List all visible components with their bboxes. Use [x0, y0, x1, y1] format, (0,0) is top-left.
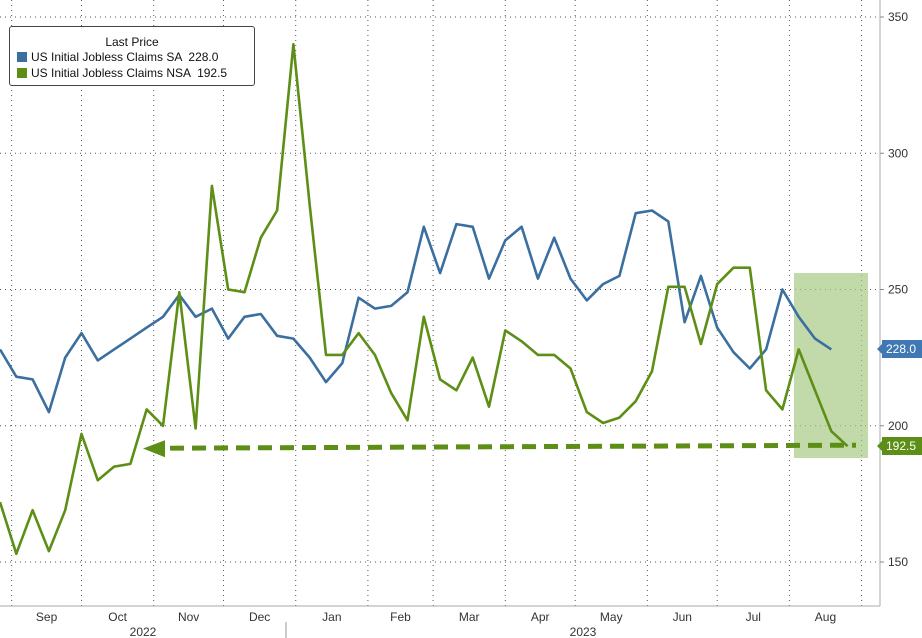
reference-arrow-head [143, 440, 165, 458]
x-tick-label: Feb [390, 610, 411, 624]
y-tick-label: 200 [888, 419, 908, 433]
legend-name-nsa: US Initial Jobless Claims NSA [31, 66, 192, 80]
x-tick-label: Jul [746, 610, 761, 624]
x-tick-label: Nov [178, 610, 199, 624]
legend-name-sa: US Initial Jobless Claims SA [31, 50, 183, 64]
y-tick-label: 250 [888, 283, 908, 297]
legend-item-nsa: US Initial Jobless Claims NSA 192.5 [10, 65, 254, 81]
year-label-2023: 2023 [570, 625, 597, 638]
year-label-2022: 2022 [130, 625, 157, 638]
grid [0, 0, 880, 606]
x-tick-label: Sep [36, 610, 58, 624]
x-tick-label: Jun [673, 610, 692, 624]
legend-swatch-nsa [17, 68, 27, 78]
x-tick-label: Dec [249, 610, 270, 624]
legend-swatch-sa [17, 52, 27, 62]
series-layer [0, 42, 849, 556]
y-tick-label: 350 [888, 10, 908, 24]
reference-arrow-line [169, 442, 857, 451]
legend-title: Last Price [105, 35, 159, 49]
series-sa-line [0, 209, 833, 414]
x-tick-label: Aug [815, 610, 836, 624]
x-tick-label: Mar [459, 610, 480, 624]
legend-value-nsa: 192.5 [197, 66, 228, 80]
legend-value-sa: 228.0 [188, 50, 219, 64]
y-tick-label: 150 [888, 555, 908, 569]
legend: Last Price US Initial Jobless Claims SA … [9, 26, 255, 86]
legend-item-sa: US Initial Jobless Claims SA 228.0 [10, 49, 254, 65]
x-tick-label: Apr [531, 610, 550, 624]
last-value-badge-nsa: 192.5 [877, 437, 922, 456]
x-tick-label: May [600, 610, 623, 624]
last-value-badge-sa: 228.0 [877, 340, 922, 359]
x-tick-label: Jan [322, 610, 341, 624]
x-tick-label: Oct [108, 610, 127, 624]
y-tick-label: 300 [888, 146, 908, 160]
series-nsa-line [0, 42, 849, 556]
